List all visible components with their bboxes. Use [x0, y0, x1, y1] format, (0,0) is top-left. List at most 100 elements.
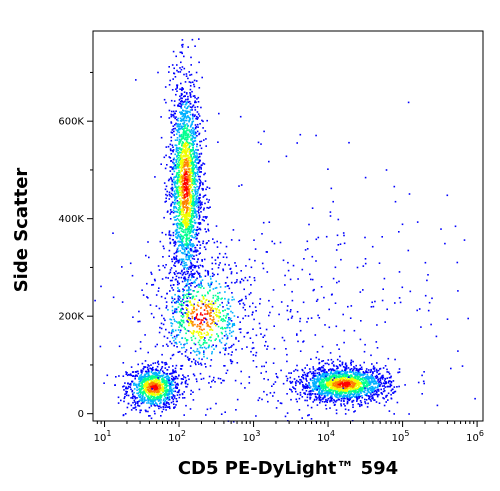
event-dot [200, 337, 202, 340]
event-dot [350, 392, 352, 395]
event-dot [179, 117, 182, 120]
event-dot [180, 187, 182, 190]
event-dot [196, 111, 199, 113]
event-dot [176, 131, 179, 133]
event-dot [187, 175, 189, 177]
event-dot [184, 150, 187, 152]
event-dot [193, 181, 195, 183]
event-dot [148, 375, 151, 377]
event-dot [185, 203, 188, 205]
event-dot [196, 118, 199, 120]
event-dot [201, 323, 204, 326]
event-dot [350, 368, 353, 370]
event-dot [178, 326, 180, 328]
event-dot [166, 194, 169, 197]
event-dot [233, 315, 236, 317]
event-dot [180, 68, 183, 71]
event-dot [223, 319, 225, 321]
event-dot [229, 317, 232, 320]
event-dot [138, 400, 140, 403]
event-dot [188, 176, 190, 178]
event-dot [137, 404, 139, 406]
event-dot [166, 369, 169, 371]
event-dot [204, 340, 206, 342]
event-dot [350, 359, 353, 362]
event-dot [323, 372, 326, 375]
event-dot [192, 391, 194, 393]
event-dot [186, 297, 189, 299]
event-dot [192, 332, 195, 334]
event-dot [192, 197, 194, 200]
event-dot [201, 119, 203, 122]
event-dot [338, 392, 340, 395]
event-dot [319, 396, 322, 399]
event-dot [181, 347, 183, 349]
event-dot [214, 307, 216, 310]
event-dot [141, 397, 144, 399]
event-dot [191, 190, 194, 193]
event-dot [186, 101, 188, 103]
event-dot [186, 141, 189, 143]
event-dot [188, 136, 191, 138]
event-dot [208, 375, 211, 378]
event-dot [153, 278, 156, 281]
event-dot [169, 357, 172, 360]
event-dot [182, 184, 184, 187]
event-dot [333, 374, 335, 376]
event-dot [188, 237, 190, 240]
event-dot [178, 151, 181, 153]
event-dot [200, 181, 202, 183]
event-dot [368, 397, 370, 400]
event-dot [161, 379, 163, 381]
event-dot [186, 339, 189, 341]
event-dot [190, 159, 192, 161]
event-dot [216, 315, 218, 318]
event-dot [186, 231, 189, 233]
event-dot [141, 394, 143, 397]
event-dot [173, 242, 175, 244]
event-dot [197, 332, 200, 334]
event-dot [131, 390, 133, 393]
event-dot [185, 176, 187, 178]
event-dot [198, 133, 200, 136]
event-dot [180, 82, 182, 85]
event-dot [321, 389, 323, 392]
event-dot [224, 252, 227, 255]
event-dot [183, 55, 185, 58]
event-dot [149, 387, 151, 389]
event-dot [305, 378, 307, 381]
event-dot [171, 189, 174, 192]
event-dot [133, 391, 135, 394]
event-dot [301, 389, 304, 391]
event-dot [162, 371, 165, 374]
event-dot [190, 56, 192, 59]
event-dot [193, 156, 195, 159]
event-dot [336, 367, 338, 370]
event-dot [228, 287, 231, 290]
event-dot [181, 144, 183, 147]
event-dot [172, 211, 175, 214]
event-dot [195, 317, 197, 319]
event-dot [165, 197, 167, 200]
event-dot [172, 353, 175, 356]
event-dot [189, 113, 192, 116]
event-dot [177, 384, 179, 386]
event-dot [182, 397, 184, 399]
event-dot [151, 386, 153, 388]
event-dot [144, 392, 146, 395]
event-dot [187, 330, 190, 332]
event-dot [181, 97, 183, 100]
event-dot [190, 186, 192, 188]
event-dot [191, 90, 193, 93]
event-dot [177, 306, 180, 308]
event-dot [192, 312, 194, 314]
event-dot [170, 99, 173, 102]
event-dot [181, 152, 184, 154]
event-dot [180, 261, 183, 264]
event-dot [198, 38, 200, 40]
event-dot [194, 100, 196, 102]
event-dot [188, 142, 190, 144]
event-dot [370, 389, 373, 392]
event-dot [396, 401, 399, 404]
event-dot [170, 384, 173, 387]
